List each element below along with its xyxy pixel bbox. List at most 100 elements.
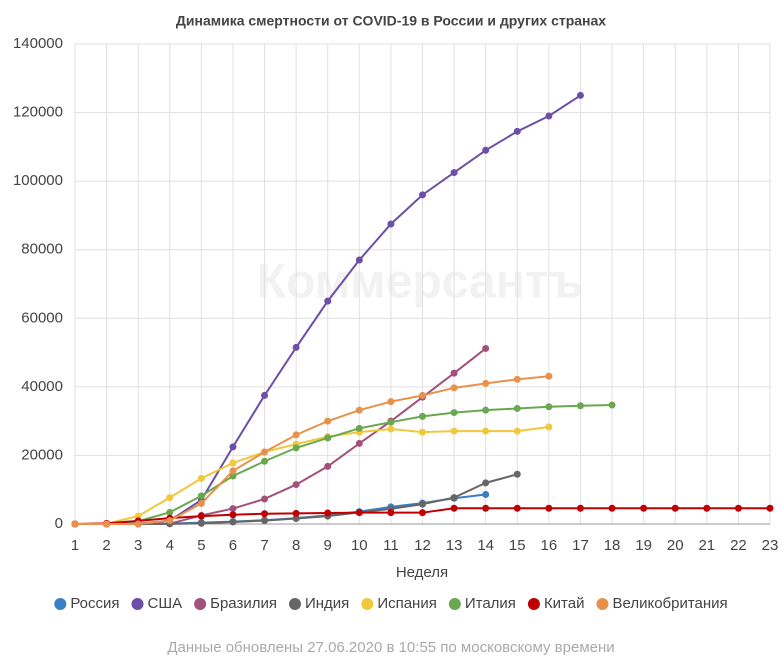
x-tick-label: 20	[667, 537, 684, 554]
point	[545, 372, 553, 380]
point	[450, 384, 458, 392]
point	[766, 504, 774, 512]
point	[482, 406, 490, 414]
y-tick-label: 100000	[13, 172, 63, 189]
y-tick-label: 140000	[13, 35, 63, 52]
point	[197, 492, 205, 500]
point	[419, 412, 426, 420]
point	[734, 504, 742, 512]
point	[482, 379, 490, 387]
x-tick-label: 11	[383, 537, 399, 554]
point	[134, 520, 142, 528]
point	[166, 494, 174, 502]
point	[513, 427, 521, 435]
x-tick-label: 14	[477, 537, 494, 554]
x-tick-label: 8	[292, 537, 300, 554]
point	[482, 146, 490, 154]
point	[482, 479, 490, 487]
series-line	[74, 425, 549, 525]
y-tick-label: 80000	[21, 241, 63, 258]
x-tick-label: 15	[509, 537, 526, 554]
point	[292, 481, 300, 489]
point	[292, 343, 300, 351]
point	[482, 504, 490, 512]
point	[640, 504, 648, 512]
point	[71, 520, 79, 528]
x-axis-label: Неделя	[396, 564, 448, 581]
legend-label: Италия	[465, 595, 516, 612]
point	[261, 457, 269, 465]
point	[261, 510, 269, 518]
point	[197, 499, 205, 507]
point	[419, 428, 426, 436]
point	[387, 425, 395, 433]
series-line	[75, 375, 549, 525]
point	[387, 220, 395, 228]
x-tick-label: 3	[134, 537, 142, 554]
point	[419, 391, 426, 399]
y-tick-label: 120000	[13, 104, 63, 121]
point	[513, 404, 521, 412]
legend-marker	[448, 598, 461, 610]
point	[419, 191, 426, 199]
point	[103, 520, 111, 528]
point	[261, 495, 269, 503]
point	[355, 509, 363, 517]
point	[134, 512, 142, 520]
point	[324, 417, 332, 425]
x-tick-label: 18	[604, 537, 621, 554]
point	[261, 448, 269, 456]
point	[229, 467, 237, 475]
point	[576, 504, 584, 512]
point	[197, 519, 205, 527]
y-tick-label: 60000	[21, 309, 63, 326]
point	[419, 509, 426, 517]
point	[324, 509, 332, 517]
point	[292, 515, 300, 523]
point	[229, 505, 237, 513]
x-tick-label: 10	[351, 537, 368, 554]
chart-title: Динамика смертности от COVID-19 в России…	[176, 13, 606, 29]
point	[292, 431, 300, 439]
legend-marker	[288, 598, 301, 610]
legend-marker	[527, 598, 540, 610]
point	[608, 401, 616, 409]
point	[608, 504, 616, 512]
y-tick-label: 0	[55, 515, 63, 532]
point	[513, 375, 521, 383]
point	[292, 509, 300, 517]
legend-label: США	[148, 595, 183, 612]
point	[545, 423, 553, 431]
series-line	[75, 347, 487, 525]
point	[482, 491, 490, 499]
point	[576, 91, 584, 99]
x-tick-label: 16	[541, 537, 558, 554]
y-tick-label: 40000	[21, 378, 63, 395]
point	[450, 409, 458, 417]
series-line	[75, 404, 613, 525]
point	[419, 500, 426, 508]
point	[197, 512, 205, 520]
legend-marker	[54, 598, 67, 610]
point	[513, 470, 521, 478]
point	[229, 459, 237, 467]
point	[513, 127, 521, 135]
point	[324, 434, 332, 442]
point	[703, 504, 711, 512]
point	[450, 427, 458, 435]
point	[450, 369, 458, 377]
point	[450, 169, 458, 177]
point	[482, 344, 490, 352]
point	[229, 472, 237, 480]
x-tick-label: 5	[197, 537, 205, 554]
point	[229, 511, 237, 519]
point	[482, 427, 490, 435]
point	[355, 424, 363, 432]
point	[166, 517, 174, 525]
legend-label: Испания	[377, 595, 437, 612]
legend-label: Россия	[70, 595, 119, 612]
point	[387, 398, 395, 406]
point	[355, 439, 363, 447]
legend-marker	[596, 598, 609, 610]
